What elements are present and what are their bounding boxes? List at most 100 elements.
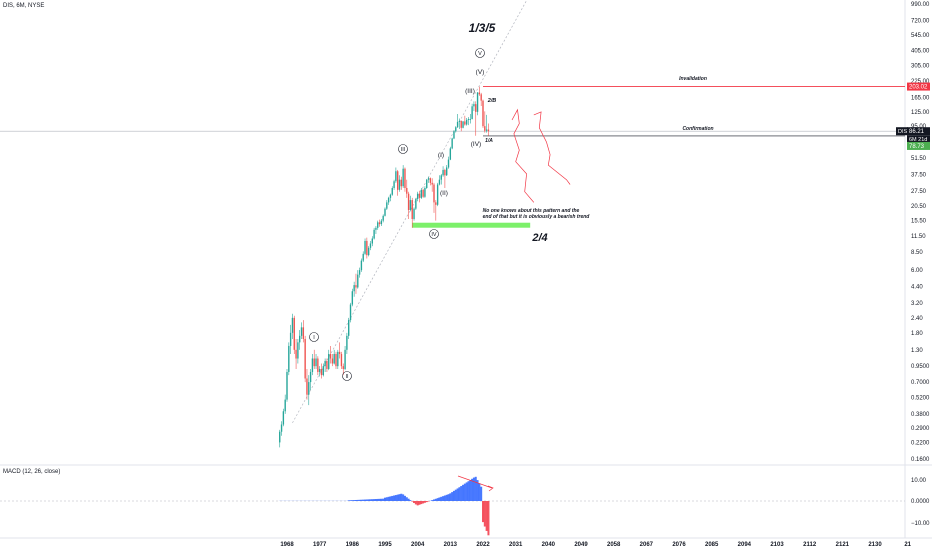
candle-body[interactable]	[335, 354, 336, 366]
candle-body[interactable]	[450, 148, 451, 159]
macd-histogram-bar[interactable]	[446, 495, 448, 501]
macd-histogram-bar[interactable]	[487, 501, 489, 535]
candle-body[interactable]	[386, 202, 387, 208]
candle-body[interactable]	[415, 199, 416, 209]
candle-body[interactable]	[461, 121, 462, 128]
candle-body[interactable]	[295, 350, 296, 359]
candle-body[interactable]	[379, 222, 380, 224]
macd-histogram-bar[interactable]	[462, 485, 464, 501]
macd-histogram-bar[interactable]	[393, 496, 395, 502]
candle-body[interactable]	[435, 202, 436, 204]
candle-body[interactable]	[375, 228, 376, 230]
macd-histogram-bar[interactable]	[350, 500, 352, 501]
candle-body[interactable]	[484, 126, 485, 131]
macd-histogram-bar[interactable]	[482, 501, 484, 522]
candle-body[interactable]	[292, 318, 293, 333]
macd-histogram-bar[interactable]	[442, 496, 444, 501]
candle-body[interactable]	[288, 346, 289, 372]
candle-body[interactable]	[441, 175, 442, 179]
candle-body[interactable]	[480, 94, 481, 100]
forecast-path-b[interactable]	[534, 112, 570, 185]
candle-body[interactable]	[364, 241, 365, 254]
macd-histogram-bar[interactable]	[402, 494, 404, 501]
candle-body[interactable]	[337, 352, 338, 366]
candle-body[interactable]	[479, 93, 480, 95]
candle-body[interactable]	[388, 198, 389, 203]
macd-histogram-bar[interactable]	[384, 498, 386, 501]
macd-histogram-bar[interactable]	[364, 500, 366, 501]
candle-body[interactable]	[468, 119, 469, 120]
macd-histogram-bar[interactable]	[362, 500, 364, 501]
candle-body[interactable]	[439, 180, 440, 185]
macd-histogram-bar[interactable]	[440, 497, 442, 501]
macd-histogram-bar[interactable]	[386, 497, 388, 501]
forecast-path-a[interactable]	[512, 110, 534, 203]
macd-histogram-bar[interactable]	[379, 499, 381, 501]
macd-histogram-bar[interactable]	[368, 499, 370, 501]
candle-body[interactable]	[402, 169, 403, 187]
macd-histogram-bar[interactable]	[371, 499, 373, 501]
macd-histogram-bar[interactable]	[486, 501, 488, 531]
macd-histogram-bar[interactable]	[444, 496, 446, 502]
macd-histogram-bar[interactable]	[418, 501, 420, 505]
candle-body[interactable]	[283, 411, 284, 424]
macd-histogram-bar[interactable]	[431, 500, 433, 501]
candle-body[interactable]	[286, 372, 287, 400]
macd-histogram-bar[interactable]	[397, 495, 399, 501]
macd-histogram-bar[interactable]	[437, 498, 439, 501]
candle-body[interactable]	[343, 366, 344, 369]
candle-body[interactable]	[431, 183, 432, 185]
candle-body[interactable]	[446, 167, 447, 175]
support-zone[interactable]	[412, 223, 530, 228]
macd-histogram-bar[interactable]	[475, 477, 477, 501]
candle-body[interactable]	[408, 194, 409, 210]
macd-histogram-bar[interactable]	[460, 486, 462, 501]
macd-histogram-bar[interactable]	[369, 499, 371, 501]
macd-histogram-bar[interactable]	[457, 488, 459, 501]
candle-body[interactable]	[372, 239, 373, 244]
macd-histogram-bar[interactable]	[382, 499, 384, 501]
candle-body[interactable]	[363, 254, 364, 261]
candle-body[interactable]	[397, 171, 398, 190]
candle-body[interactable]	[324, 361, 325, 366]
candle-body[interactable]	[333, 354, 334, 364]
macd-histogram-bar[interactable]	[408, 499, 410, 501]
macd-histogram-bar[interactable]	[469, 480, 471, 501]
candle-body[interactable]	[368, 248, 369, 255]
candle-body[interactable]	[453, 131, 454, 138]
macd-histogram-bar[interactable]	[467, 481, 469, 501]
macd-histogram-bar[interactable]	[455, 490, 457, 501]
candle-body[interactable]	[315, 359, 316, 367]
macd-histogram-bar[interactable]	[399, 494, 401, 501]
candle-body[interactable]	[417, 194, 418, 199]
candle-body[interactable]	[419, 194, 420, 198]
candle-body[interactable]	[404, 169, 405, 188]
candle-body[interactable]	[294, 318, 295, 350]
candle-body[interactable]	[455, 127, 456, 131]
macd-histogram-bar[interactable]	[355, 500, 357, 501]
macd-histogram-bar[interactable]	[391, 496, 393, 501]
candle-body[interactable]	[346, 336, 347, 350]
macd-histogram-bar[interactable]	[404, 496, 406, 501]
candle-body[interactable]	[301, 327, 302, 335]
candle-body[interactable]	[428, 178, 429, 180]
candle-body[interactable]	[321, 369, 322, 375]
candle-body[interactable]	[444, 170, 445, 175]
candle-body[interactable]	[314, 359, 315, 367]
candle-body[interactable]	[353, 285, 354, 291]
candle-body[interactable]	[442, 170, 443, 175]
candle-body[interactable]	[412, 200, 413, 219]
candle-body[interactable]	[310, 372, 311, 382]
candle-body[interactable]	[433, 185, 434, 203]
candle-body[interactable]	[341, 354, 342, 366]
candle-body[interactable]	[421, 190, 422, 198]
candle-body[interactable]	[384, 209, 385, 216]
macd-histogram-bar[interactable]	[438, 497, 440, 501]
candle-body[interactable]	[401, 180, 402, 187]
candle-body[interactable]	[330, 354, 331, 359]
macd-histogram-bar[interactable]	[406, 497, 408, 501]
candle-body[interactable]	[426, 180, 427, 188]
candle-body[interactable]	[477, 93, 478, 112]
macd-histogram-bar[interactable]	[409, 500, 411, 501]
candle-body[interactable]	[473, 104, 474, 106]
